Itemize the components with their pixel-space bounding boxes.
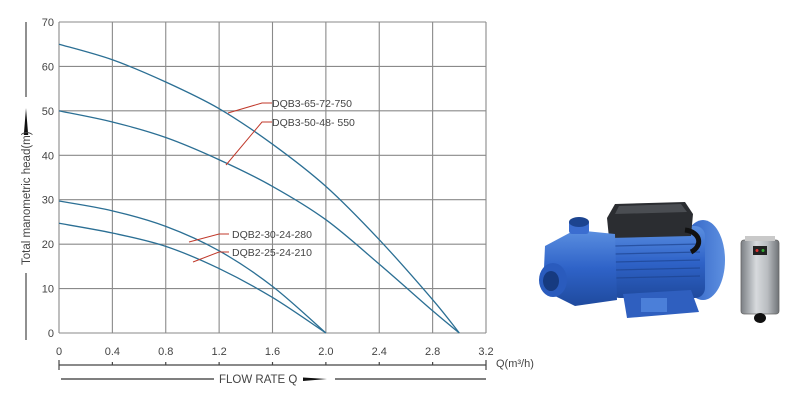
chart-grid (58, 21, 487, 334)
x-axis-arrow-icon (303, 377, 327, 381)
performance-curve (58, 222, 327, 334)
x-axis-title: FLOW RATE Q (219, 374, 297, 386)
x-tick-label: 1.2 (211, 346, 226, 358)
y-axis-arrow-icon (23, 108, 29, 135)
y-tick-label: 60 (42, 61, 54, 73)
callout-leader-line (188, 233, 229, 243)
controller-box-image (740, 236, 780, 323)
y-tick-label: 40 (42, 150, 54, 162)
y-tick-label: 70 (42, 17, 54, 29)
callout-leader-line (192, 251, 229, 263)
x-tick-label: 0.8 (158, 346, 173, 358)
y-tick-label: 50 (42, 106, 54, 118)
performance-curve (58, 110, 460, 334)
performance-curve (58, 43, 460, 334)
y-tick-label: 10 (42, 284, 54, 296)
series-callouts: DQB3-65-72-750 DQB3-50-48- 550 DQB2-30-24-… (188, 98, 355, 263)
callout-leader-line (227, 102, 272, 114)
series-label: DQB3-65-72-750 (272, 98, 352, 110)
x-tick-label: 3.2 (478, 346, 493, 358)
x-tick-label: 0.4 (105, 346, 120, 358)
performance-curves (58, 43, 460, 334)
y-tick-label: 0 (48, 328, 54, 340)
x-tick-label: 2.4 (372, 346, 387, 358)
callout-leader-line (225, 121, 272, 166)
product-images (515, 190, 785, 350)
x-tick-label: 0 (56, 346, 62, 358)
series-label: DQB2-30-24-280 (232, 229, 312, 241)
y-axis-title: Total manometric head(m) (21, 131, 33, 265)
x-tick-label: 1.6 (265, 346, 280, 358)
y-axis-title-group: Total manometric head(m) (21, 22, 33, 340)
water-pump-image (539, 202, 725, 318)
x-axis-title-group: FLOW RATE Q (61, 374, 486, 386)
y-tick-label: 20 (42, 239, 54, 251)
x-tick-label: 2.8 (425, 346, 440, 358)
x-axis-unit-label: Q(m³/h) (496, 358, 534, 370)
x-tick-label: 2.0 (318, 346, 333, 358)
y-axis-ticks: 0 10 20 30 40 50 60 70 (42, 17, 54, 340)
performance-curve (58, 200, 327, 334)
series-label: DQB2-25-24-210 (232, 247, 312, 259)
x-axis: 0 0.4 0.8 1.2 1.6 2.0 2.4 2.8 3.2 (56, 346, 494, 370)
pump-illustration (539, 202, 780, 323)
y-tick-label: 30 (42, 195, 54, 207)
series-label: DQB3-50-48- 550 (272, 117, 355, 129)
